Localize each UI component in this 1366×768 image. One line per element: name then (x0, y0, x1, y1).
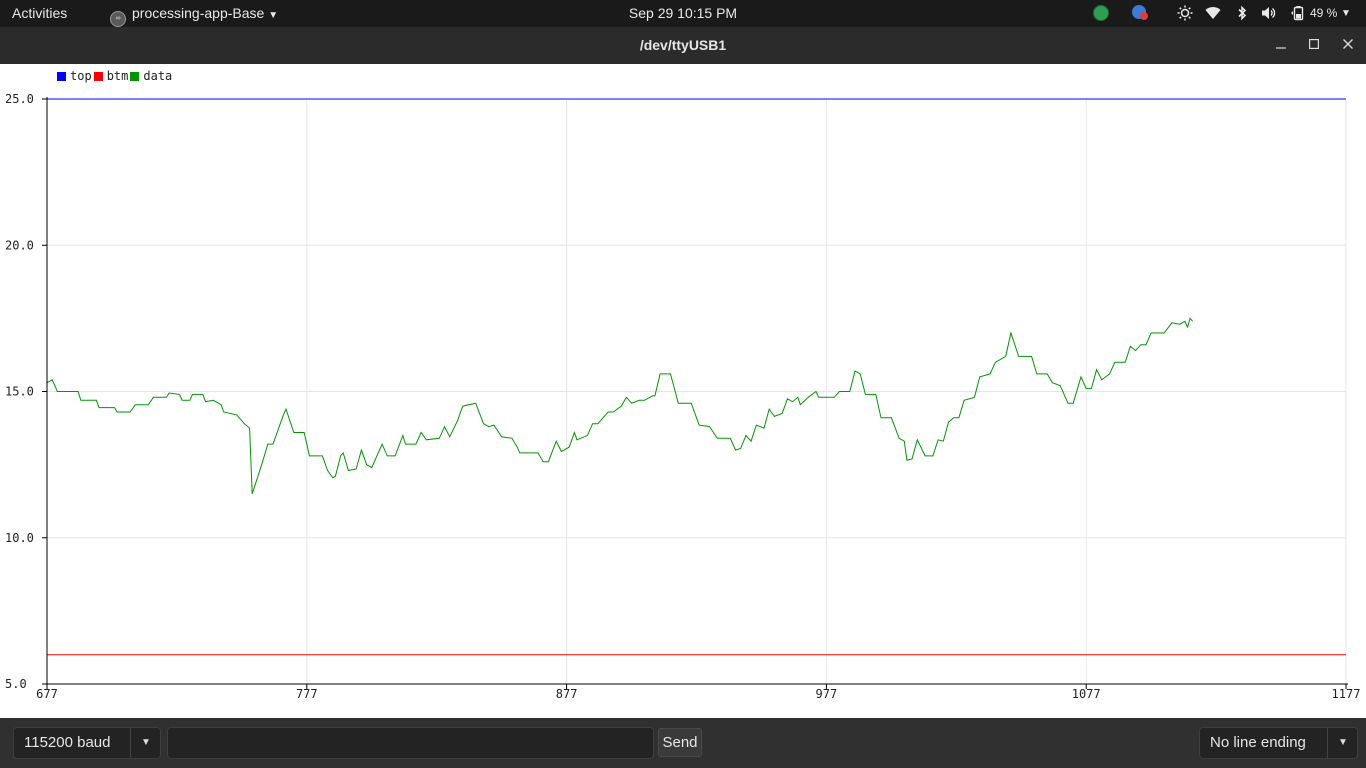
legend-label: btm (106, 69, 129, 83)
serial-message-input[interactable] (167, 727, 654, 759)
x-tick-label: 677 (36, 687, 58, 701)
battery-percentage[interactable]: 49 % (1310, 6, 1338, 20)
send-button[interactable]: Send (658, 728, 702, 757)
chevron-down-icon[interactable]: ▼ (1338, 737, 1348, 748)
close-icon (1343, 39, 1353, 49)
y-tick-label: 25.0 (5, 92, 34, 106)
maximize-icon (1309, 39, 1320, 50)
minimize-button[interactable] (1270, 35, 1292, 55)
chart-legend: top btm data (57, 69, 174, 83)
clock-label[interactable]: Sep 29 10:15 PM (628, 5, 738, 21)
dropdown-divider (130, 728, 131, 758)
battery-icon[interactable] (1290, 5, 1306, 21)
x-tick-label: 977 (816, 687, 838, 701)
system-top-bar: Activities ∞ processing-app-Base ▼ Sep 29 … (0, 0, 1366, 27)
bluetooth-icon[interactable] (1234, 5, 1250, 21)
line-ending-select[interactable]: No line ending ▼ (1199, 727, 1358, 759)
green-app-icon[interactable] (1093, 5, 1109, 21)
y-tick-label: 5.0 (5, 677, 27, 691)
window-title: /dev/ttyUSB1 (639, 37, 727, 53)
line-ending-value: No line ending (1210, 734, 1306, 751)
y-tick-label: 20.0 (5, 238, 34, 252)
y-tick-label: 10.0 (5, 531, 34, 545)
window-title-bar[interactable]: /dev/ttyUSB1 (0, 27, 1366, 65)
baud-rate-value: 115200 baud (24, 734, 111, 751)
legend-swatch (57, 72, 66, 81)
x-tick-label: 877 (556, 687, 578, 701)
app-menu-label: processing-app-Base (132, 5, 265, 21)
legend-entry-top: top (57, 69, 92, 83)
system-menu-chevron-down-icon[interactable]: ▼ (1341, 8, 1351, 19)
brightness-icon[interactable] (1177, 5, 1193, 21)
maximize-button[interactable] (1303, 35, 1325, 55)
baud-rate-select[interactable]: 115200 baud ▼ (13, 727, 161, 759)
chevron-down-icon[interactable]: ▼ (141, 737, 151, 748)
app-menu[interactable]: ∞ processing-app-Base ▼ (110, 0, 278, 27)
processing-app-icon: ∞ (110, 11, 126, 27)
legend-swatch (93, 72, 103, 81)
volume-icon[interactable] (1261, 5, 1277, 21)
close-button[interactable] (1337, 35, 1359, 55)
y-tick-label: 15.0 (5, 385, 34, 399)
chevron-down-icon: ▼ (268, 10, 279, 21)
clock: Sep 29 10:15 PM (0, 0, 1366, 27)
legend-entry-btm: btm (93, 69, 129, 83)
legend-entry-data: data (130, 69, 172, 83)
minimize-icon (1276, 47, 1286, 49)
activities-button[interactable]: Activities (12, 5, 68, 21)
plot-chart: 677 777 877 977 1077 1177 5.0 10.0 15.0 20.0 25.0 (5, 92, 1361, 701)
wifi-icon[interactable] (1205, 5, 1221, 21)
x-tick-label: 1177 (1332, 687, 1361, 701)
legend-label: data (143, 69, 173, 83)
series-line-data (46, 317, 1194, 495)
bottom-toolbar: 115200 baud ▼ Send No line ending ▼ (0, 718, 1366, 768)
legend-swatch (130, 72, 140, 81)
x-tick-label: 777 (296, 687, 318, 701)
serial-plotter-area: 677 777 877 977 1077 1177 5.0 10.0 15.0 20.0 25.0 … (0, 64, 1366, 718)
x-tick-label: 1077 (1072, 687, 1101, 701)
dropdown-divider (1327, 728, 1328, 758)
legend-label: top (70, 69, 92, 83)
chrome-notification-icon[interactable] (1132, 5, 1148, 21)
